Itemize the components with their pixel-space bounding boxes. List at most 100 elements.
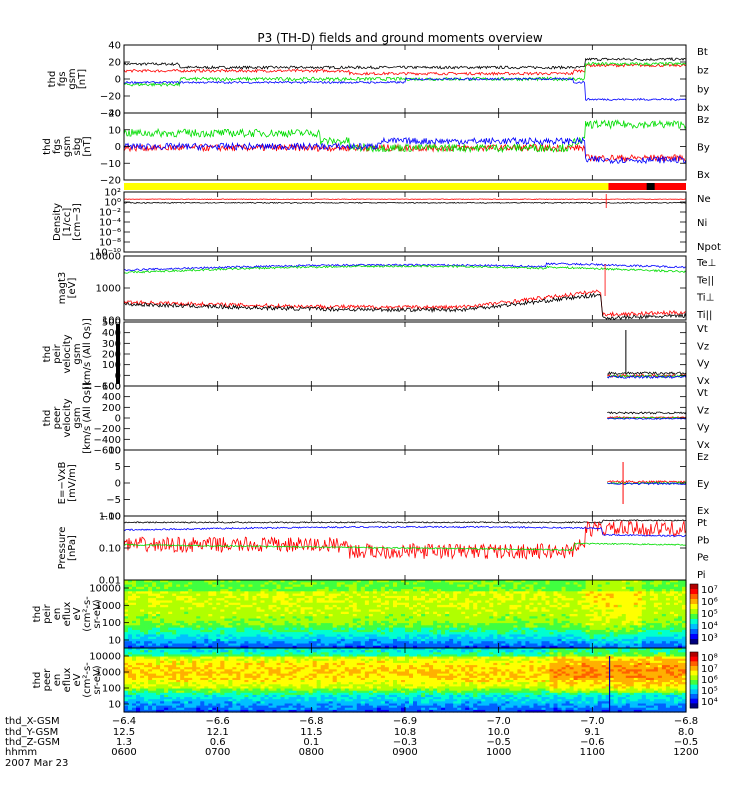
spectrogram-cell <box>132 707 137 711</box>
spectrogram-cell <box>292 591 298 595</box>
spectrogram-cell <box>561 591 567 595</box>
spectrogram-cell <box>308 614 314 617</box>
spectrogram-cell <box>665 629 671 633</box>
spectrogram-cell <box>144 648 149 651</box>
spectrogram-cell <box>332 614 338 617</box>
spectrogram-cell <box>561 589 567 592</box>
spectrogram-cell <box>160 636 165 640</box>
spectrogram-cell <box>637 623 643 626</box>
spectrogram-cell <box>497 602 502 606</box>
spectrogram-cell <box>176 614 181 617</box>
spectrogram-cell <box>613 600 619 604</box>
spectrogram-cell <box>469 580 474 583</box>
spectrogram-cell <box>461 598 466 601</box>
spectrogram-cell <box>168 675 173 679</box>
spectrogram-cell <box>393 602 398 606</box>
spectrogram-cell <box>569 582 575 586</box>
spectrogram-cell <box>332 582 338 586</box>
spectrogram-cell <box>156 629 161 633</box>
spectrogram-cell <box>336 625 342 629</box>
spectrogram-cell <box>653 604 659 608</box>
spectrogram-cell <box>569 584 575 588</box>
spectrogram-cell <box>589 625 595 629</box>
ytick-label: 200 <box>102 350 121 361</box>
spectrogram-cell <box>401 602 406 606</box>
spectrogram-cell <box>208 586 213 590</box>
spectrogram-cell <box>208 618 213 622</box>
spectrogram-cell <box>240 582 245 586</box>
spectrogram-cell <box>417 620 422 624</box>
spectrogram-cell <box>417 625 422 629</box>
spectrogram-cell <box>525 598 530 601</box>
spectrogram-cell <box>453 598 458 601</box>
spectrogram-cell <box>509 623 514 626</box>
spectrogram-cell <box>493 584 498 588</box>
spectrogram-cell <box>344 623 350 626</box>
spectrogram-cell <box>164 643 169 647</box>
spectrogram-cell <box>240 627 245 631</box>
spectrogram-cell <box>200 634 205 638</box>
colorbar-swatch <box>690 601 698 605</box>
spectrogram-cell <box>368 641 374 645</box>
spectrogram-cell <box>300 636 306 640</box>
spectrogram-cell <box>168 589 173 592</box>
spectrogram-cell <box>344 589 350 592</box>
spectrogram-cell <box>288 600 294 604</box>
spectrogram-cell <box>569 618 575 622</box>
spectrogram-cell <box>176 625 181 629</box>
spectrogram-cell <box>148 709 153 713</box>
spectrogram-cell <box>393 607 398 611</box>
spectrogram-cell <box>368 627 374 631</box>
spectrogram-cell <box>268 636 274 640</box>
spectrogram-cell <box>521 580 526 583</box>
spectrogram-cell <box>216 620 221 624</box>
spectrogram-cell <box>148 675 153 679</box>
spectrogram-cell <box>613 602 619 606</box>
spectrogram-cell <box>597 609 603 613</box>
spectrogram-cell <box>332 623 338 626</box>
spectrogram-cell <box>196 604 201 608</box>
spectrogram-cell <box>417 609 422 613</box>
spectrogram-cell <box>581 604 587 608</box>
spectrogram-cell <box>124 667 129 670</box>
spectrogram-cell <box>384 645 390 649</box>
spectrogram-cell <box>629 604 635 608</box>
spectrogram-cell <box>437 634 442 638</box>
spectrogram-cell <box>501 586 506 590</box>
spectrogram-cell <box>168 609 173 613</box>
spectrogram-cell <box>521 636 526 640</box>
spectrogram-cell <box>196 614 201 617</box>
spectrogram-cell <box>144 699 149 702</box>
spectrogram-cell <box>473 598 478 601</box>
spectrogram-cell <box>617 634 623 638</box>
spectrogram-cell <box>172 634 177 638</box>
spectrogram-cell <box>360 609 366 613</box>
spectrogram-cell <box>445 632 450 635</box>
spectrogram-cell <box>581 586 587 590</box>
spectrogram-cell <box>236 598 241 601</box>
spectrogram-cell <box>581 584 587 588</box>
spectrogram-cell <box>569 623 575 626</box>
spectrogram-cell <box>168 586 173 590</box>
spectrogram-cell <box>288 616 294 620</box>
spectrogram-cell <box>176 641 181 645</box>
spectrogram-cell <box>405 591 410 595</box>
spectrogram-cell <box>661 638 667 642</box>
spectrogram-cell <box>180 607 185 611</box>
spectrogram-cell <box>284 580 290 583</box>
spectrogram-cell <box>384 611 390 615</box>
spectrogram-cell <box>589 634 595 638</box>
spectrogram-cell <box>401 604 406 608</box>
series-Bx <box>123 136 687 165</box>
spectrogram-cell <box>565 618 571 622</box>
spectrogram-cell <box>172 620 177 624</box>
spectrogram-cell <box>192 618 197 622</box>
spectrogram-cell <box>405 618 410 622</box>
spectrogram-cell <box>441 611 446 615</box>
spectrogram-cell <box>433 589 438 592</box>
spectrogram-cell <box>164 598 169 601</box>
spectrogram-cell <box>136 593 141 597</box>
spectrogram-cell <box>557 643 563 647</box>
spectrogram-cell <box>340 609 346 613</box>
spectrogram-cell <box>236 629 241 633</box>
